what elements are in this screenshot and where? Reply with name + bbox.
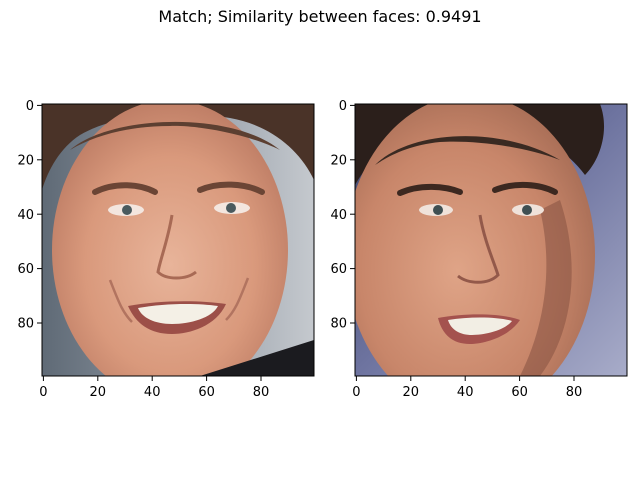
right-y-tick-label: 0 [339, 99, 347, 114]
left-x-tick-label: 20 [90, 385, 107, 400]
right-x-axis: 0 20 40 60 80 [352, 376, 582, 400]
right-x-tick-label: 60 [511, 385, 528, 400]
left-y-tick-label: 20 [17, 153, 34, 168]
figure-title: Match; Similarity between faces: 0.9491 [158, 7, 482, 26]
right-face-panel: 0 20 40 60 80 0 20 40 60 80 [330, 99, 628, 400]
right-y-axis: 0 20 40 60 80 [330, 99, 355, 332]
right-x-tick-label: 40 [457, 385, 474, 400]
left-face-panel: 0 20 40 60 80 0 20 40 60 80 [17, 99, 315, 400]
right-x-tick-label: 0 [352, 385, 360, 400]
left-face-image [42, 104, 314, 376]
left-x-tick-label: 80 [253, 385, 270, 400]
left-x-axis: 0 20 40 60 80 [39, 376, 269, 400]
right-face-image [355, 104, 627, 376]
left-x-tick-label: 0 [39, 385, 47, 400]
left-y-tick-label: 0 [26, 99, 34, 114]
left-y-tick-label: 60 [17, 262, 34, 277]
left-y-axis: 0 20 40 60 80 [17, 99, 42, 332]
left-y-tick-label: 40 [17, 208, 34, 223]
right-y-tick-label: 80 [330, 317, 347, 332]
left-y-tick-label: 80 [17, 317, 34, 332]
right-x-tick-label: 20 [403, 385, 420, 400]
right-y-tick-label: 20 [330, 153, 347, 168]
right-y-tick-label: 40 [330, 208, 347, 223]
left-x-tick-label: 60 [198, 385, 215, 400]
right-y-tick-label: 60 [330, 262, 347, 277]
right-x-tick-label: 80 [566, 385, 583, 400]
left-x-tick-label: 40 [144, 385, 161, 400]
